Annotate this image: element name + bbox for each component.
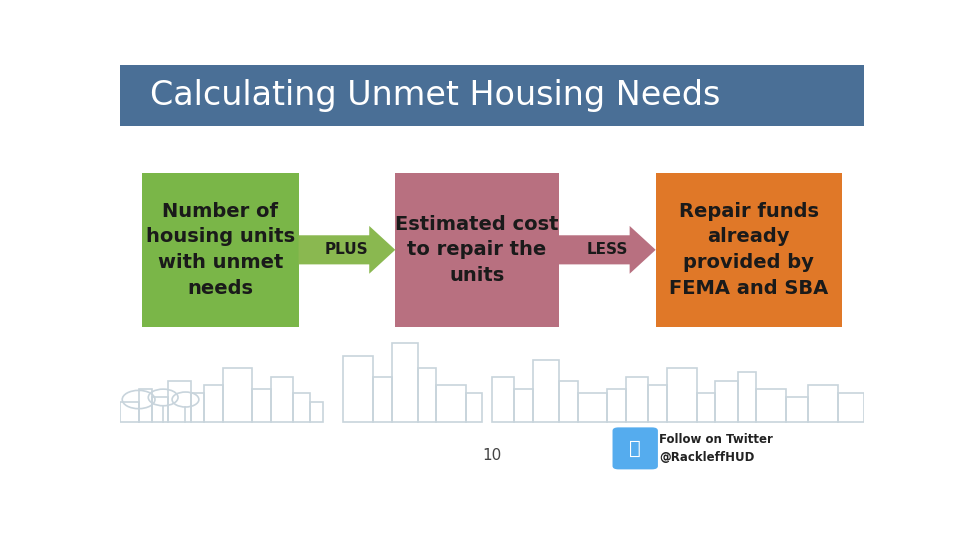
Text: 🐦: 🐦 [630, 439, 641, 458]
Bar [737, 373, 756, 422]
Bar [168, 381, 191, 422]
Bar [223, 368, 252, 422]
Bar [392, 343, 418, 422]
Text: Follow on Twitter
@RackleffHUD: Follow on Twitter @RackleffHUD [660, 433, 773, 464]
Text: Number of
housing units
with unmet
needs: Number of housing units with unmet needs [146, 202, 295, 298]
Bar [533, 360, 559, 422]
Bar [252, 389, 271, 422]
Bar [138, 389, 152, 422]
Bar [559, 381, 578, 422]
FancyArrow shape [299, 226, 396, 274]
Bar [838, 393, 864, 422]
Bar [648, 385, 667, 422]
Bar [191, 393, 204, 422]
FancyBboxPatch shape [142, 173, 299, 327]
Bar [515, 389, 533, 422]
Bar [152, 397, 168, 422]
Bar [492, 377, 515, 422]
Bar [697, 393, 715, 422]
Bar [608, 389, 626, 422]
Bar [786, 397, 808, 422]
Bar [344, 356, 372, 422]
Bar [310, 402, 324, 422]
Bar [756, 389, 786, 422]
FancyBboxPatch shape [120, 65, 864, 126]
Text: LESS: LESS [587, 242, 628, 258]
Text: 10: 10 [482, 448, 502, 463]
Bar [436, 385, 466, 422]
Bar [418, 368, 436, 422]
Bar [808, 385, 838, 422]
Bar [294, 393, 310, 422]
Bar [204, 385, 223, 422]
Text: Calculating Unmet Housing Needs: Calculating Unmet Housing Needs [150, 79, 720, 112]
Text: Repair funds
already
provided by
FEMA and SBA: Repair funds already provided by FEMA an… [669, 202, 828, 298]
Bar [715, 381, 737, 422]
FancyArrow shape [559, 226, 656, 274]
FancyBboxPatch shape [612, 427, 658, 469]
Bar [626, 377, 648, 422]
Bar [372, 377, 392, 422]
Bar [120, 402, 138, 422]
Bar [578, 393, 608, 422]
Bar [271, 377, 294, 422]
FancyBboxPatch shape [396, 173, 559, 327]
Text: PLUS: PLUS [325, 242, 369, 258]
Text: Estimated cost
to repair the
units: Estimated cost to repair the units [396, 214, 559, 285]
Bar [667, 368, 697, 422]
Bar [466, 393, 482, 422]
FancyBboxPatch shape [656, 173, 842, 327]
